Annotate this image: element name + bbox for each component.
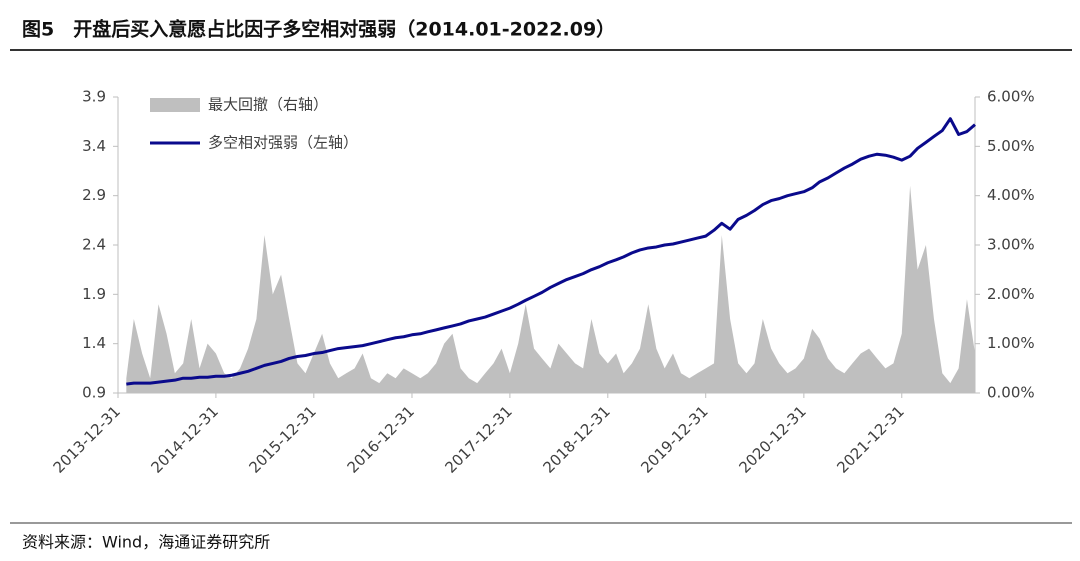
y2-tick-label: 6.00% <box>987 88 1035 106</box>
x-tick-label: 2016-12-31 <box>344 402 418 476</box>
y2-tick-label: 2.00% <box>987 285 1035 303</box>
y-tick-label: 2.4 <box>82 236 106 254</box>
x-tick-label: 2013-12-31 <box>50 402 124 476</box>
chart-title: 图5 开盘后买入意愿占比因子多空相对强弱（2014.01-2022.09） <box>22 18 615 41</box>
y-tick-label: 1.9 <box>82 285 106 303</box>
x-tick-label: 2018-12-31 <box>539 402 613 476</box>
y2-tick-label: 4.00% <box>987 186 1035 204</box>
y-tick-label: 3.9 <box>82 88 106 106</box>
y2-tick-label: 5.00% <box>987 137 1035 155</box>
drawdown-area <box>126 185 975 393</box>
y-tick-label: 1.4 <box>82 334 106 352</box>
y-tick-label: 3.4 <box>82 137 106 155</box>
x-tick-label: 2020-12-31 <box>735 402 809 476</box>
legend-label: 最大回撤（右轴） <box>208 96 328 114</box>
legend-label: 多空相对强弱（左轴） <box>208 134 358 152</box>
y2-tick-label: 3.00% <box>987 236 1035 254</box>
source-note: 资料来源：Wind，海通证券研究所 <box>22 533 270 552</box>
y2-tick-label: 1.00% <box>987 334 1035 352</box>
x-tick-label: 2015-12-31 <box>245 402 319 476</box>
legend-swatch <box>150 98 200 112</box>
x-tick-label: 2014-12-31 <box>148 402 222 476</box>
y-tick-label: 2.9 <box>82 186 106 204</box>
x-tick-label: 2019-12-31 <box>637 402 711 476</box>
y2-tick-label: 0.00% <box>987 384 1035 402</box>
strength-line <box>126 117 976 386</box>
x-tick-label: 2017-12-31 <box>442 402 516 476</box>
y-tick-label: 0.9 <box>82 384 106 402</box>
x-tick-label: 2021-12-31 <box>833 402 907 476</box>
